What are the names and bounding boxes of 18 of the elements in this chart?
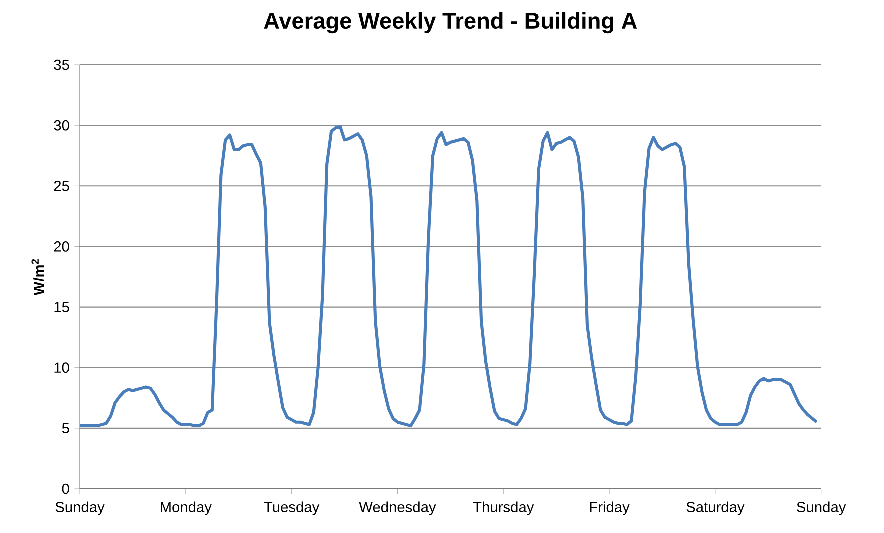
y-tick-label: 35 xyxy=(54,60,70,70)
x-tick-label: Monday xyxy=(161,502,212,516)
x-tick-label: Tuesday xyxy=(264,502,320,516)
x-tick-label: Wednesday xyxy=(359,502,436,516)
y-tick-label: 15 xyxy=(54,302,70,312)
x-tick-label: Sunday xyxy=(56,502,105,516)
y-tick-label: 10 xyxy=(54,362,70,374)
y-tick-label: 25 xyxy=(54,180,70,192)
x-tick-label: Friday xyxy=(590,502,630,516)
x-tick-label: Sunday xyxy=(797,502,846,516)
y-tick-label: 30 xyxy=(54,120,70,131)
y-axis-title: W/m$^{2}$ xyxy=(32,259,44,296)
x-tick-label: Thursday xyxy=(473,502,534,516)
y-tick-label: 0 xyxy=(62,484,70,494)
y-tick-label: 5 xyxy=(62,423,70,434)
x-tick-label: Saturday xyxy=(686,502,745,516)
y-tick-label: 20 xyxy=(54,242,70,252)
chart-title: Average Weekly Trend - Building A xyxy=(264,12,638,34)
